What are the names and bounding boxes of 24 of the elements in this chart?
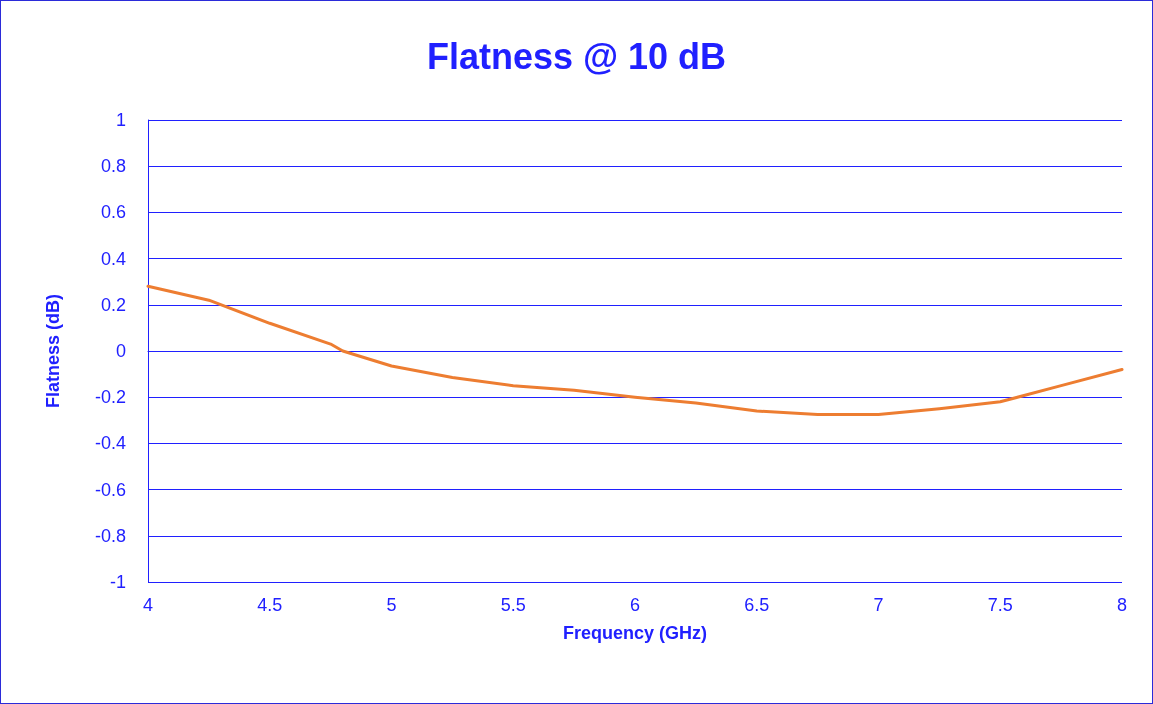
y-axis-title: Flatness (dB) — [43, 293, 63, 409]
x-tick-label: 6.5 — [744, 595, 770, 615]
x-tick-label: 4 — [142, 595, 154, 615]
x-tick-label: 4.5 — [257, 595, 283, 615]
y-tick-label: 0.2 — [100, 294, 126, 315]
y-tick-label: 0 — [115, 341, 126, 361]
y-tick-label: -0.6 — [94, 479, 126, 500]
y-tick-label: 0.4 — [100, 248, 126, 269]
x-tick-label: 6 — [629, 595, 641, 615]
y-tick-label: -0.8 — [94, 525, 126, 546]
y-tick-label: -1 — [109, 572, 126, 592]
chart-title: Flatness @ 10 dB — [426, 35, 727, 77]
x-tick-label: 7 — [873, 595, 884, 615]
y-tick-label: 0.8 — [100, 156, 126, 177]
y-tick-label: 1 — [115, 110, 126, 130]
y-tick-label: -0.2 — [94, 387, 126, 408]
y-tick-label: 0.6 — [100, 202, 126, 223]
y-tick-label: -0.4 — [94, 433, 126, 454]
x-tick-label: 5.5 — [500, 595, 526, 615]
line-series — [146, 284, 1124, 417]
x-tick-label: 7.5 — [987, 595, 1013, 615]
x-tick-label: 8 — [1116, 595, 1128, 615]
x-axis-title: Frequency (GHz) — [562, 623, 708, 643]
x-tick-label: 5 — [386, 595, 397, 615]
